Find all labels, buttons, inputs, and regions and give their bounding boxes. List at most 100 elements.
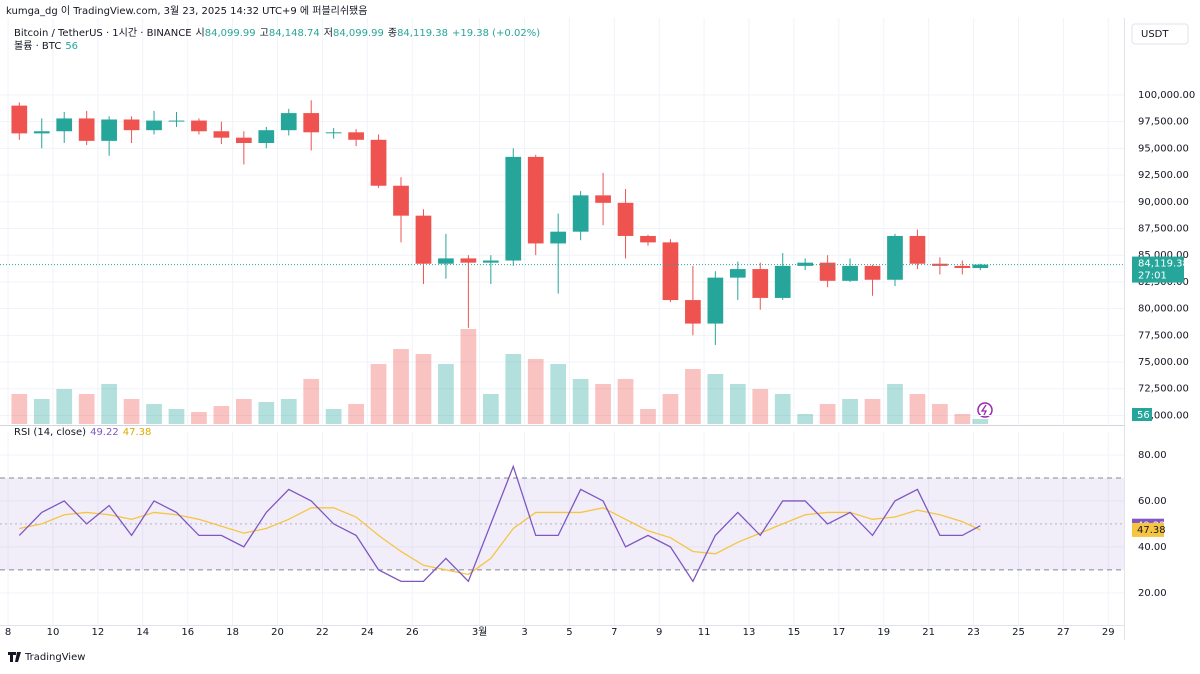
volume-bar: [303, 379, 320, 424]
volume-bar: [235, 399, 252, 424]
volume-bar: [213, 406, 230, 424]
volume-bar: [78, 394, 95, 424]
symbol-title: Bitcoin / TetherUS · 1시간 · BINANCE: [14, 27, 192, 39]
x-tick-label: 20: [271, 627, 284, 638]
candle-body: [325, 132, 342, 134]
event-icon[interactable]: [977, 402, 993, 418]
currency: USDT: [1141, 29, 1169, 40]
x-tick-label: 16: [181, 627, 194, 638]
x-tick-label: 18: [226, 627, 239, 638]
volume-bar: [909, 394, 926, 424]
x-tick-label: 3: [521, 627, 527, 638]
candle-body: [78, 118, 95, 141]
x-tick-label: 23: [967, 627, 980, 638]
candle-body: [101, 119, 117, 141]
x-tick-label: 9: [656, 627, 662, 638]
y-tick-label: 97,500.00: [1138, 117, 1189, 128]
volume-bar: [752, 389, 769, 424]
ohlc-label: 저: [324, 27, 333, 39]
x-tick-label: 15: [788, 627, 801, 638]
volume-bar: [348, 404, 364, 424]
volume-bar: [101, 384, 117, 424]
candle-body: [303, 113, 320, 133]
candle-body: [280, 113, 297, 131]
ohlc-label: 시: [196, 27, 205, 39]
candle-body: [168, 120, 185, 122]
volume-bar: [370, 364, 387, 424]
candle-body: [258, 130, 275, 144]
rsi-tick-label: 80.00: [1138, 450, 1167, 461]
volume-bar: [258, 402, 275, 424]
ohlc-value: 84,099.99: [205, 28, 256, 39]
rsi-tick-label: 20.00: [1138, 588, 1167, 599]
volume-bar: [415, 354, 432, 424]
volume-title: 볼륨 · BTC: [14, 40, 61, 52]
volume-last-label: 56: [1137, 410, 1150, 421]
last-price-box: [1132, 256, 1184, 283]
ohlc-value: 84,099.99: [333, 28, 384, 39]
volume-bar: [393, 349, 409, 424]
candle-body: [191, 120, 207, 132]
y-tick-label: 100,000.00: [1138, 90, 1195, 101]
y-tick-label: 77,500.00: [1138, 330, 1189, 341]
x-tick-label: 21: [922, 627, 935, 638]
rsi-ma-legend-value: 47.38: [123, 427, 152, 438]
candle-body: [842, 265, 858, 281]
y-tick-label: 70,000.00: [1138, 410, 1189, 421]
candle-body: [972, 264, 989, 269]
candle-body: [954, 265, 971, 269]
candle-body: [864, 265, 881, 280]
x-tick-label: 29: [1102, 627, 1115, 638]
volume-bar: [33, 399, 50, 424]
volume-bar: [168, 409, 185, 424]
x-tick-label: 8: [5, 627, 11, 638]
rsi-ma-last-box: [1132, 522, 1164, 537]
y-tick-label: 92,500.00: [1138, 170, 1189, 181]
candle-body: [482, 260, 499, 263]
candle-body: [662, 242, 679, 301]
volume-bar: [729, 384, 746, 424]
volume-bar: [707, 374, 724, 424]
x-tick-label: 10: [47, 627, 60, 638]
ohlc-value: 84,148.74: [269, 28, 320, 39]
candle-body: [819, 262, 836, 281]
candle-body: [909, 235, 926, 264]
event-icon-bolt: [980, 404, 988, 416]
volume-bar: [887, 384, 903, 424]
volume-last-box: [1132, 408, 1152, 421]
candle-body: [707, 277, 724, 324]
volume-bar: [972, 419, 989, 424]
y-tick-label: 87,500.00: [1138, 223, 1189, 234]
volume-bar: [505, 354, 522, 424]
volume-legend-value: 56: [65, 41, 78, 52]
volume-bar: [819, 404, 836, 424]
volume-bar: [325, 409, 342, 424]
volume-bar: [932, 404, 948, 424]
volume-bar: [11, 394, 28, 424]
ohlc-label: 고: [260, 28, 269, 39]
candle-body: [213, 131, 230, 138]
x-tick-label: 17: [832, 627, 845, 638]
volume-bar: [527, 359, 544, 424]
brand: TradingView: [24, 652, 85, 663]
x-tick-label: 5: [566, 627, 572, 638]
x-tick-label: 24: [361, 627, 374, 638]
candle-body: [123, 119, 140, 131]
x-tick-label: 26: [406, 627, 419, 638]
candle-body: [56, 118, 73, 132]
candle-body: [797, 262, 814, 266]
volume-bar: [146, 404, 162, 424]
rsi-legend-value: 49.22: [90, 427, 119, 438]
candle-body: [460, 258, 477, 263]
rsi-line: [18, 464, 981, 583]
candle-body: [572, 195, 589, 232]
candle-body: [33, 131, 50, 134]
volume-bar: [482, 394, 499, 424]
x-tick-label: 7: [611, 627, 617, 638]
y-tick-label: 75,000.00: [1138, 357, 1189, 368]
candle-body: [752, 269, 769, 298]
volume-bar: [797, 414, 814, 424]
candle-body: [393, 185, 409, 216]
volume-bar: [864, 399, 881, 424]
volume-bar: [842, 399, 858, 424]
